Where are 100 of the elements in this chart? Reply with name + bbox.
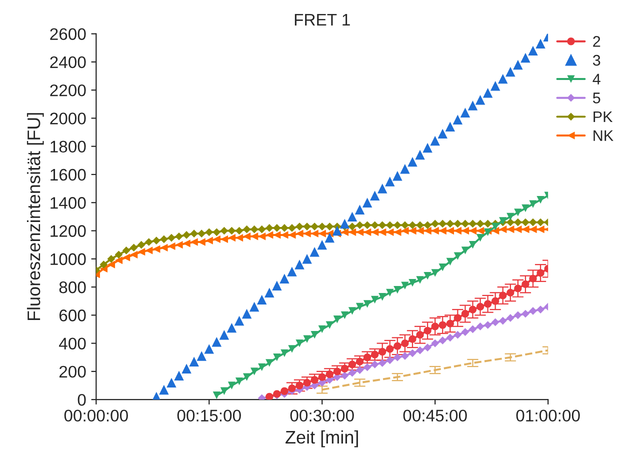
point <box>347 212 358 222</box>
point <box>528 46 538 56</box>
point <box>273 354 281 362</box>
point <box>242 373 251 381</box>
point <box>348 360 356 368</box>
x-tick-label: 00:15:00 <box>177 410 241 422</box>
point <box>378 293 386 301</box>
point <box>264 288 274 298</box>
point <box>401 339 409 348</box>
point <box>302 254 312 264</box>
point <box>385 176 395 186</box>
point <box>363 300 372 308</box>
point <box>430 136 440 146</box>
point <box>326 370 334 378</box>
point <box>536 306 544 314</box>
legend-label: NK <box>594 130 614 141</box>
point <box>326 321 334 329</box>
point <box>415 150 425 160</box>
point <box>294 260 304 270</box>
point <box>234 316 244 326</box>
point <box>310 246 320 257</box>
legend-label: 2 <box>593 36 600 47</box>
x-tick-label: 00:45:00 <box>403 410 467 422</box>
point <box>303 335 311 343</box>
point <box>454 252 462 260</box>
point <box>529 307 537 315</box>
point <box>333 316 341 324</box>
point <box>490 80 500 91</box>
line-series <box>321 349 548 391</box>
point <box>506 66 516 77</box>
point <box>506 212 514 221</box>
y-tick-label: 1000 <box>50 253 86 266</box>
point <box>310 376 318 384</box>
point <box>340 218 350 229</box>
point <box>408 349 416 358</box>
point <box>468 100 478 110</box>
legend-label: 4 <box>592 74 600 84</box>
point <box>266 359 274 367</box>
point <box>498 316 507 325</box>
point <box>416 276 424 284</box>
point <box>348 307 356 315</box>
point <box>422 142 432 153</box>
point <box>529 274 537 282</box>
y-tick-label: 1200 <box>50 225 86 237</box>
point <box>454 314 462 322</box>
point <box>354 204 365 215</box>
point <box>356 358 364 366</box>
point <box>386 345 394 353</box>
point <box>362 198 372 208</box>
point <box>272 280 282 290</box>
point <box>174 370 184 381</box>
point <box>348 368 356 377</box>
y-tick-label: 800 <box>59 281 86 294</box>
point <box>296 339 304 348</box>
point <box>529 200 537 208</box>
point <box>424 272 432 280</box>
point <box>522 204 530 212</box>
point <box>408 156 418 167</box>
point <box>288 345 296 353</box>
point <box>287 266 297 276</box>
point <box>513 60 523 70</box>
point <box>468 306 477 314</box>
point <box>476 302 484 311</box>
point <box>461 310 470 318</box>
point <box>288 384 296 392</box>
point <box>416 331 424 339</box>
point <box>363 363 372 372</box>
point <box>431 322 439 330</box>
point <box>249 302 260 312</box>
point <box>333 368 341 376</box>
point <box>182 364 192 374</box>
y-tick-label: 200 <box>59 366 86 378</box>
point <box>514 208 522 216</box>
point <box>280 387 288 395</box>
point <box>393 353 402 362</box>
y-tick-label: 1400 <box>50 197 86 209</box>
point <box>491 318 500 326</box>
point <box>460 108 470 118</box>
point <box>536 196 544 204</box>
point <box>445 122 456 132</box>
y-tick-label: 2200 <box>50 84 86 96</box>
legend-label: 3 <box>592 54 600 66</box>
x-axis-title: Zeit [min] <box>286 430 358 448</box>
point <box>492 297 500 305</box>
legend-label: 5 <box>592 92 600 104</box>
point <box>219 330 230 340</box>
y-tick-label: 2600 <box>50 28 86 40</box>
point <box>296 382 304 390</box>
legend-label: PK <box>594 112 613 122</box>
point <box>212 337 222 347</box>
point <box>258 363 266 372</box>
point <box>363 354 372 362</box>
point <box>438 336 447 344</box>
point <box>408 278 416 287</box>
point <box>431 269 439 277</box>
point <box>514 311 522 320</box>
point <box>446 320 454 328</box>
point <box>370 190 380 200</box>
chart-title: FRET 1 <box>294 14 350 26</box>
point <box>401 282 409 290</box>
